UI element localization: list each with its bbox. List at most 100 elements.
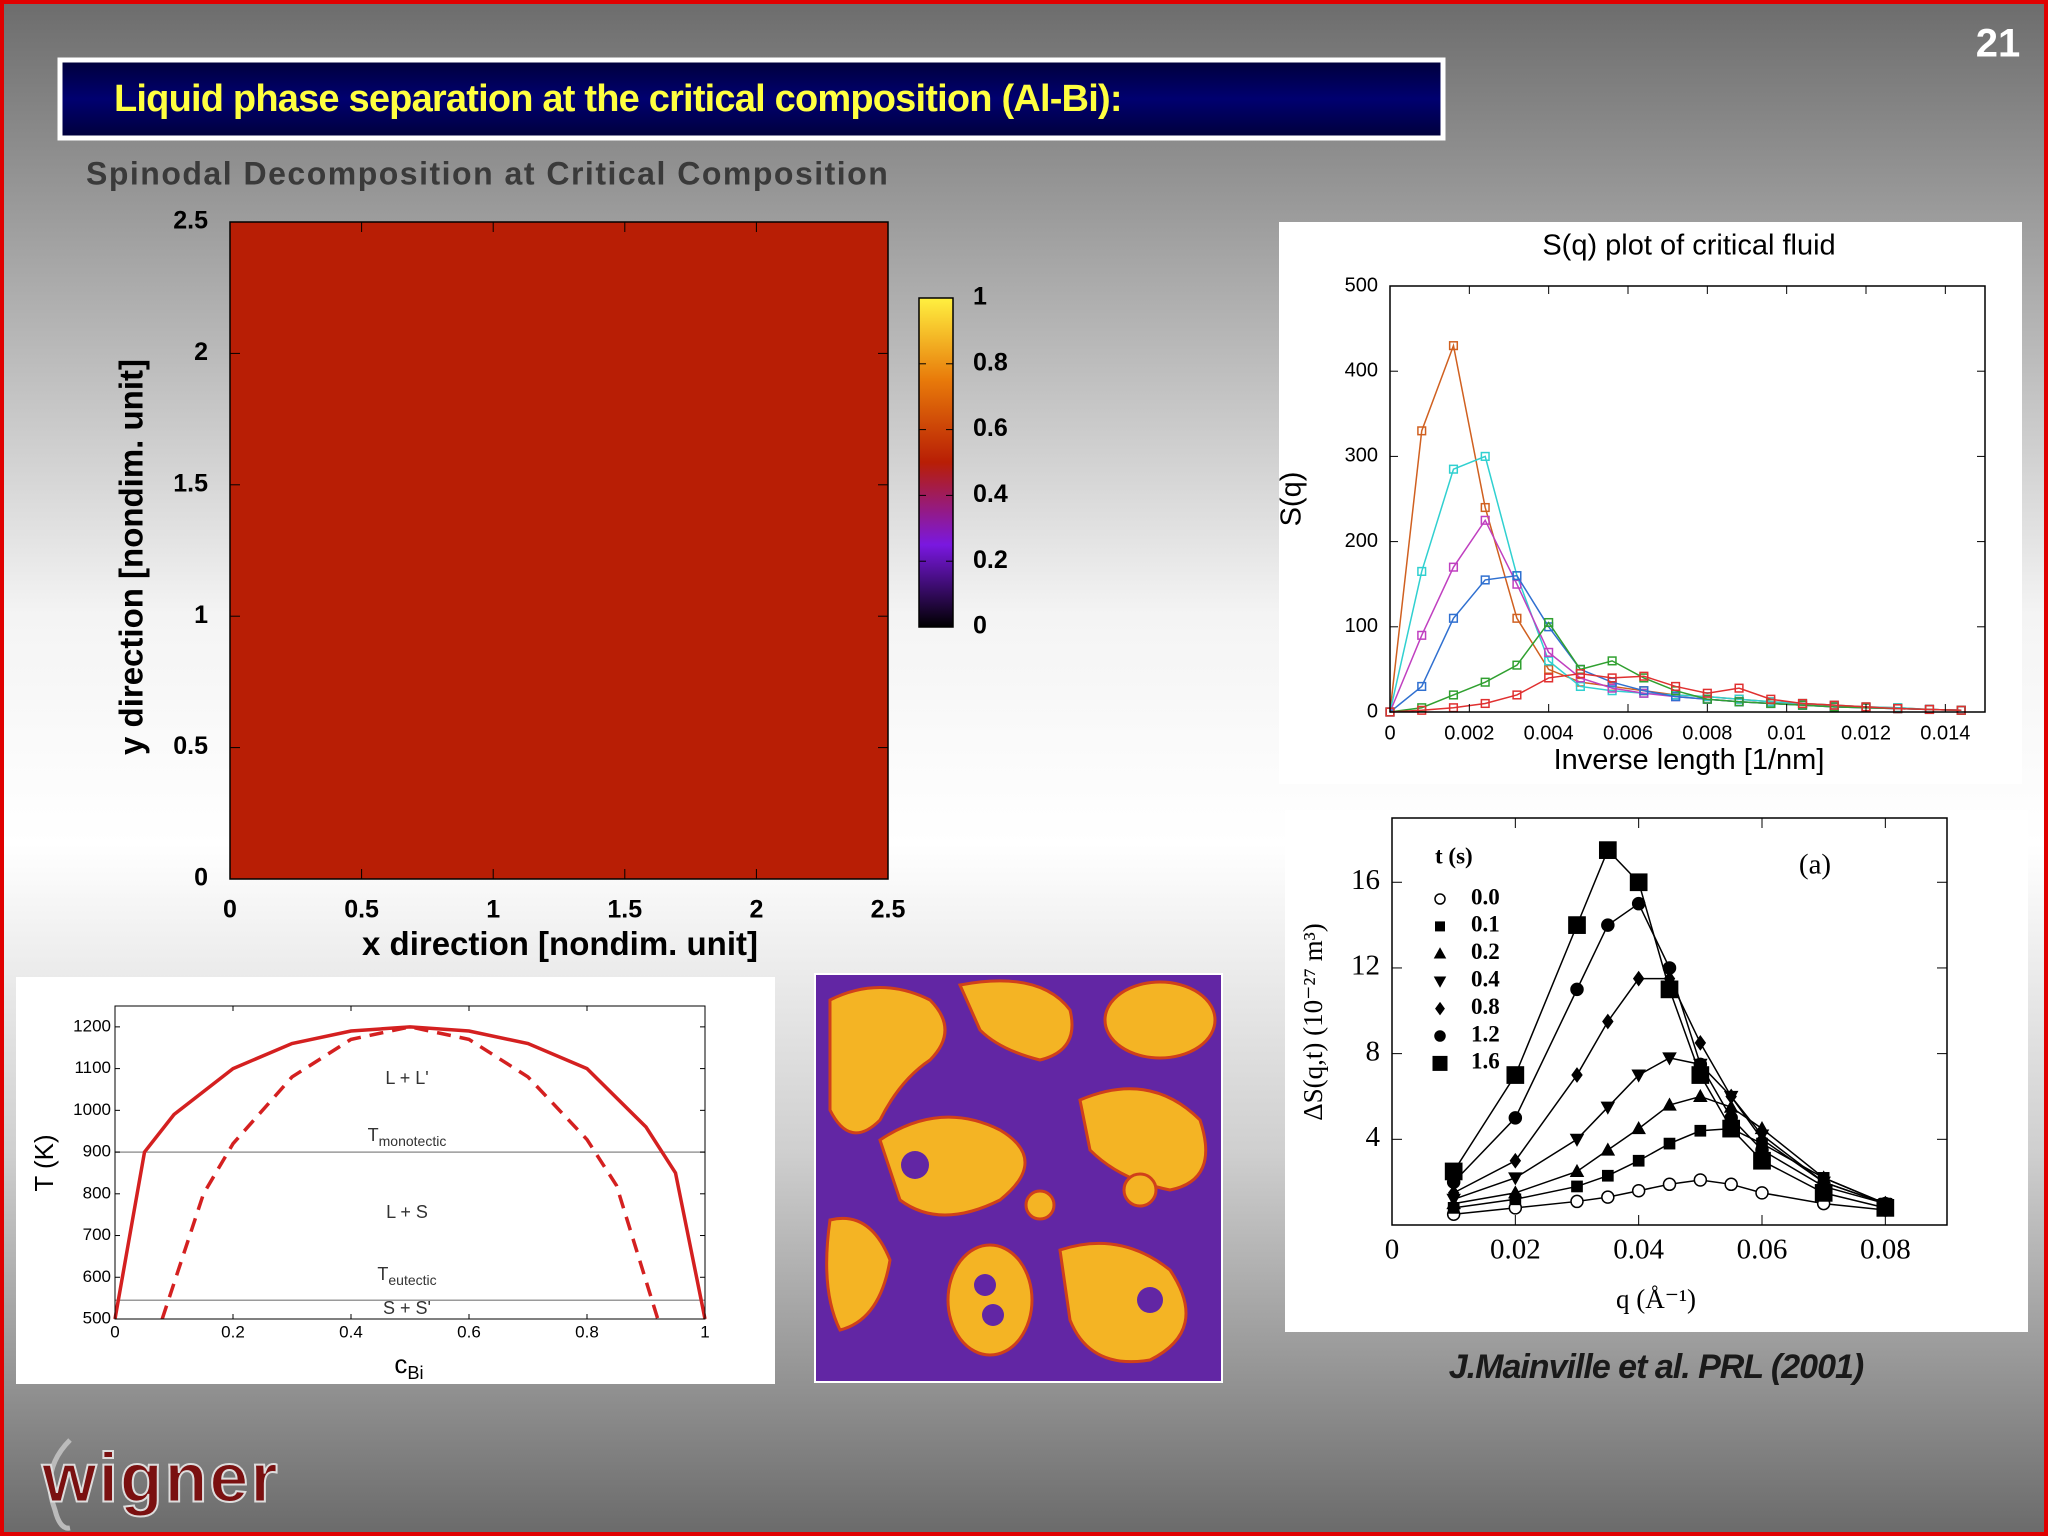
x-tick-label: 2 [749,896,763,924]
colorbar [918,297,954,628]
y-tick-label: 200 [1345,530,1378,552]
marker [1448,341,1459,351]
marker [1448,464,1459,474]
marker [1569,1163,1585,1177]
marker [1671,681,1681,692]
citation: J.Mainville et al. PRL (2001) [1449,1348,1864,1386]
slide-number: 21 [1976,22,2021,66]
colorbar-tick-label: 0.2 [973,546,1008,574]
y-tick-label: 12 [1351,950,1380,982]
legend-label: 0.0 [1471,884,1500,909]
marker [1417,566,1427,576]
marker [1434,1030,1446,1042]
y-tick-label: 700 [83,1225,111,1244]
logo-text: wigner [41,1438,280,1516]
x-tick-label: 1 [486,896,500,924]
annotation-text: L + S [386,1202,428,1222]
y-tick-label: 0 [1367,700,1378,722]
y-tick-label: 500 [83,1308,111,1327]
marker [1508,1172,1523,1186]
marker [1814,1184,1833,1202]
marker [1512,690,1522,700]
marker [1601,1169,1614,1182]
logo: wigner [40,1437,280,1531]
y-tick-label: 900 [83,1142,111,1161]
annotation: (a) [1799,849,1831,881]
annotation-text: S + S' [383,1298,431,1318]
marker [1600,1101,1616,1115]
plot-frame [1389,285,1986,713]
legend-label: 1.2 [1471,1021,1500,1046]
x-tick-label: 0.6 [457,1322,481,1341]
legend-label: 1.6 [1471,1049,1500,1074]
annotation-sub: monotectic [379,1133,447,1149]
y-axis-label: S(q) [1276,472,1308,527]
x-tick-label: 0.4 [339,1322,363,1341]
marker [1602,1013,1614,1030]
y-tick-label: 8 [1366,1035,1381,1067]
plot-body: 0 0.2 0.4 0.6 0.8 1 [230,222,1008,880]
x-tick-label: 0 [223,896,237,924]
microstructure-image [814,973,1223,1383]
marker [1570,1194,1584,1209]
y-axis-label: ΔS(q,t) (10⁻²⁷ m³) [1298,923,1328,1120]
marker [1662,1097,1677,1111]
annotation-text: T [368,1125,379,1145]
marker [1480,502,1490,513]
marker [1600,1142,1616,1156]
x-tick-label: 0.01 [1767,722,1806,744]
y-tick-label: 0.5 [173,732,208,760]
marker [1480,575,1490,585]
marker [1601,918,1615,932]
marker [1570,982,1584,997]
colorbar-tick-label: 0 [973,612,987,640]
annotation-text: T [377,1264,388,1284]
marker [1694,1035,1707,1051]
marker [1433,976,1447,988]
marker [1662,1052,1677,1066]
annotation: L + L' [385,1068,428,1088]
marker [1662,1177,1677,1192]
marker [1480,451,1490,461]
y-tick-label: 2 [194,338,208,366]
marker [1693,1173,1708,1187]
colorbar-tick-label: 0.8 [973,348,1008,376]
chart-title: Spinodal Decomposition at Critical Compo… [86,155,889,191]
marker [1632,970,1645,987]
y-tick-label: 100 [1345,615,1378,637]
marker [1544,656,1554,666]
marker [1544,664,1554,674]
annotation-sub: eutectic [388,1272,436,1288]
x-tick-label: 0.04 [1613,1234,1664,1266]
slide-title: Liquid phase separation at the critical … [114,78,1122,120]
plot-body: t (s) 0.0 0.10.20.4 0.81.2 1.6 (a) [1432,841,1895,1222]
y-tick-label: 1.5 [173,469,208,497]
marker [1571,1180,1583,1193]
marker [1766,694,1776,704]
marker [1448,562,1459,572]
marker [1544,647,1554,657]
marker [1509,1152,1522,1169]
heatmap-cell [230,222,889,880]
marker [1435,1001,1445,1016]
colorbar-tick-label: 0.4 [973,480,1008,508]
marker [1417,630,1427,640]
marker [1598,841,1617,859]
marker [1797,698,1808,709]
marker [1480,677,1490,687]
x-axis-label: x direction [nondim. unit] [362,925,758,962]
y-tick-label: 500 [1345,274,1378,296]
marker [1671,692,1681,702]
annotation: S + S' [383,1298,431,1318]
legend-label: 0.8 [1471,994,1500,1019]
marker [1575,681,1585,692]
panel [1279,222,2022,784]
x-tick-label: 0.008 [1682,722,1732,744]
marker [1956,705,1966,715]
marker [1631,1069,1646,1083]
marker [1417,681,1427,692]
marker [1480,515,1490,525]
y-tick-label: 300 [1345,445,1378,467]
marker [1601,1190,1615,1204]
